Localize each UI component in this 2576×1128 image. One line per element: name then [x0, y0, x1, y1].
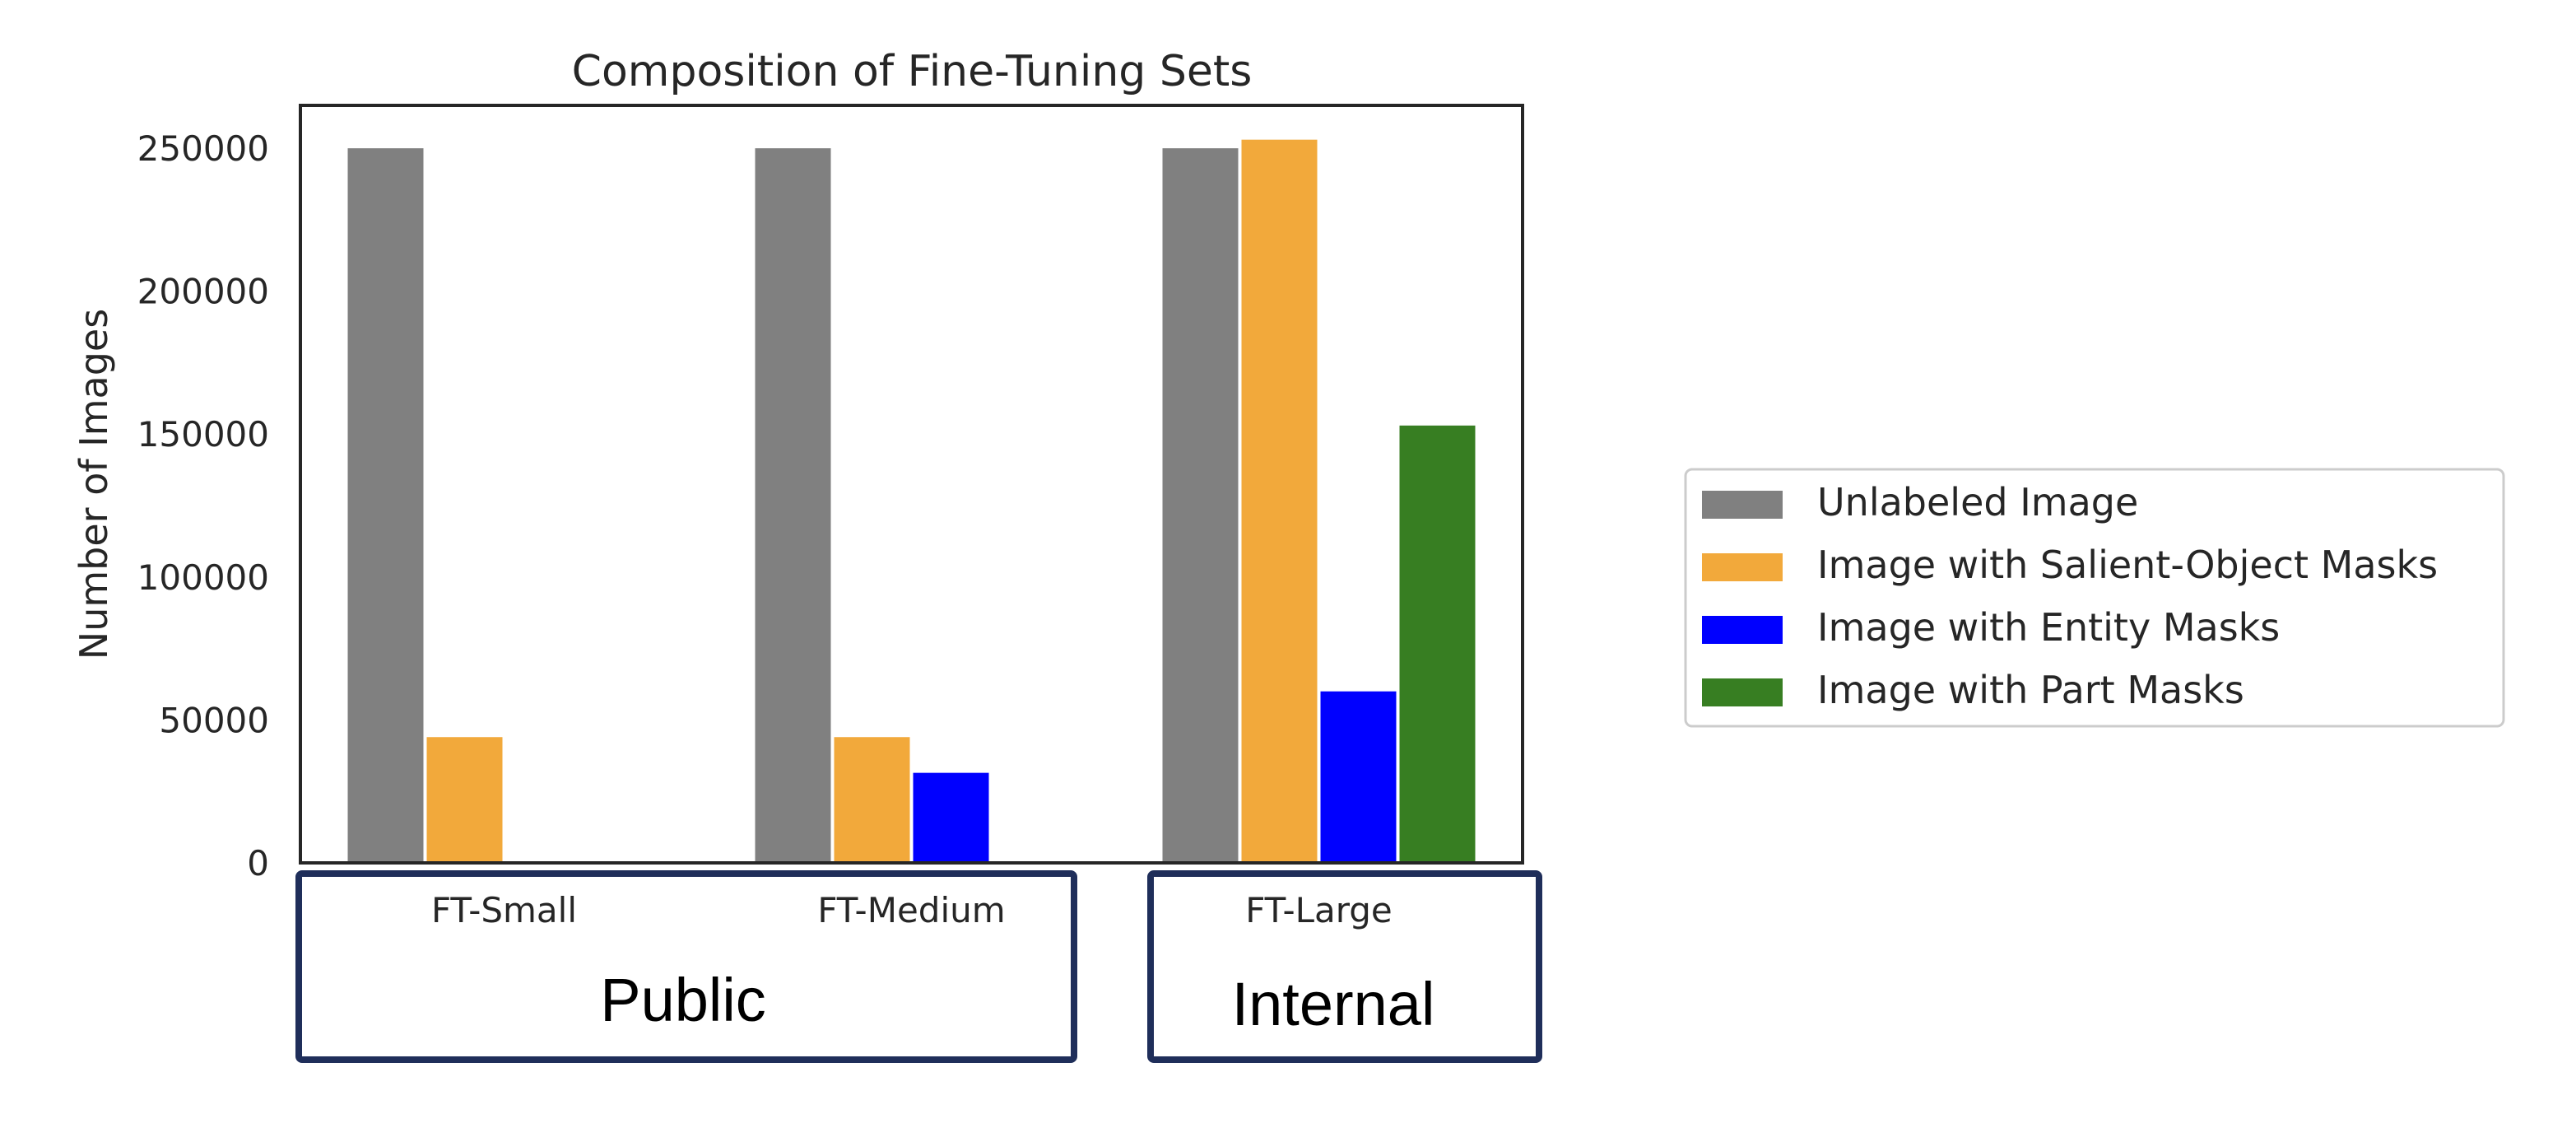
bars	[347, 139, 1476, 864]
bar-ft-medium-image-with-salient-object-masks	[834, 737, 910, 863]
legend-label: Image with Part Masks	[1817, 668, 2244, 712]
legend-label: Unlabeled Image	[1817, 480, 2138, 524]
bar-ft-medium-unlabeled-image	[755, 148, 831, 864]
bar-ft-small-image-with-salient-object-masks	[426, 737, 503, 863]
legend-swatch	[1702, 616, 1783, 644]
bar-ft-small-unlabeled-image	[347, 148, 424, 864]
legend-swatch	[1702, 678, 1783, 706]
y-tick-label: 50000	[159, 700, 269, 740]
legend: Unlabeled Image Image with Salient-Object…	[1684, 468, 2505, 728]
y-tick-label: 200000	[137, 272, 269, 312]
bar-ft-large-unlabeled-image	[1162, 148, 1239, 864]
legend-label: Image with Salient-Object Masks	[1817, 543, 2438, 587]
legend-label: Image with Entity Masks	[1817, 605, 2280, 650]
bar-ft-large-image-with-part-masks	[1399, 425, 1476, 863]
group-box-internal	[1147, 870, 1542, 1063]
y-tick-label: 250000	[137, 128, 269, 169]
bar-ft-large-image-with-salient-object-masks	[1241, 139, 1318, 863]
legend-swatch	[1702, 553, 1783, 581]
y-tick-label: 150000	[137, 414, 269, 454]
x-tick-label: FT-Medium	[817, 890, 1005, 930]
chart-title: Composition of Fine-Tuning Sets	[572, 47, 1253, 96]
x-tick-label: FT-Small	[431, 890, 577, 930]
y-ticks: 0 50000 100000 150000 200000 250000	[137, 128, 269, 883]
plot-frame	[299, 104, 1524, 865]
group-box-public	[295, 870, 1077, 1063]
group-label-internal: Internal	[1232, 970, 1435, 1038]
x-tick-label: FT-Large	[1245, 890, 1393, 930]
legend-frame	[1684, 468, 2505, 728]
y-tick-label: 0	[247, 843, 269, 883]
y-tick-label: 100000	[137, 557, 269, 598]
bar-ft-large-image-with-entity-masks	[1320, 691, 1397, 863]
x-ticks: FT-Small FT-Medium FT-Large	[431, 890, 1393, 930]
bar-ft-medium-image-with-entity-masks	[913, 772, 989, 863]
legend-swatch	[1702, 491, 1783, 519]
group-label-public: Public	[600, 966, 766, 1034]
y-axis-label: Number of Images	[72, 309, 116, 660]
